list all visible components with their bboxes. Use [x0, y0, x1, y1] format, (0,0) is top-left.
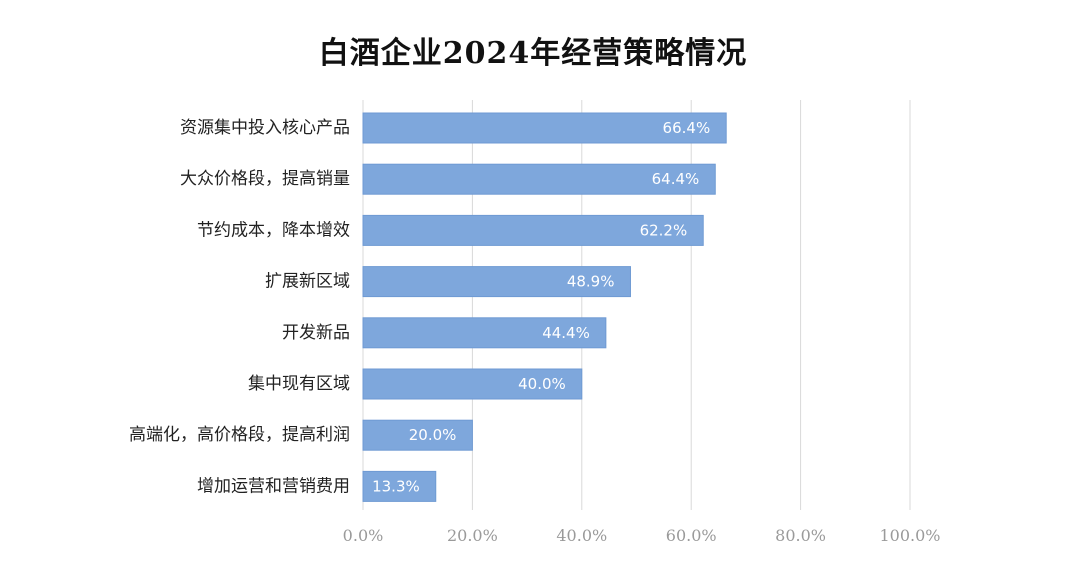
x-tick-label: 40.0%	[556, 526, 607, 545]
category-label: 开发新品	[282, 323, 350, 343]
data-label: 66.4%	[663, 119, 711, 137]
data-label: 20.0%	[409, 426, 457, 444]
x-tick-label: 20.0%	[447, 526, 498, 545]
category-label: 大众价格段，提高销量	[180, 169, 350, 189]
bar	[362, 368, 583, 400]
bar	[362, 317, 607, 349]
data-label: 64.4%	[652, 170, 700, 188]
category-label: 资源集中投入核心产品	[180, 118, 350, 138]
x-tick-label: 60.0%	[666, 526, 717, 545]
bar	[362, 163, 716, 195]
x-tick-label: 0.0%	[343, 526, 384, 545]
data-label: 44.4%	[542, 324, 590, 342]
data-label: 13.3%	[372, 477, 420, 495]
data-label: 62.2%	[640, 221, 688, 239]
data-label: 48.9%	[567, 273, 615, 291]
x-tick-label: 80.0%	[775, 526, 826, 545]
category-label: 集中现有区域	[248, 374, 350, 394]
bar	[362, 214, 704, 246]
bar	[362, 419, 473, 451]
bar	[362, 470, 437, 502]
category-label: 节约成本，降本增效	[197, 220, 350, 240]
bar	[362, 112, 727, 144]
x-tick-label: 100.0%	[879, 526, 940, 545]
chart-title: 白酒企业2024年经营策略情况	[318, 36, 748, 71]
category-label: 增加运营和营销费用	[197, 476, 350, 496]
bar	[362, 266, 631, 298]
data-label: 40.0%	[518, 375, 566, 393]
category-label: 高端化，高价格段，提高利润	[129, 425, 350, 445]
category-label: 扩展新区域	[265, 272, 350, 292]
